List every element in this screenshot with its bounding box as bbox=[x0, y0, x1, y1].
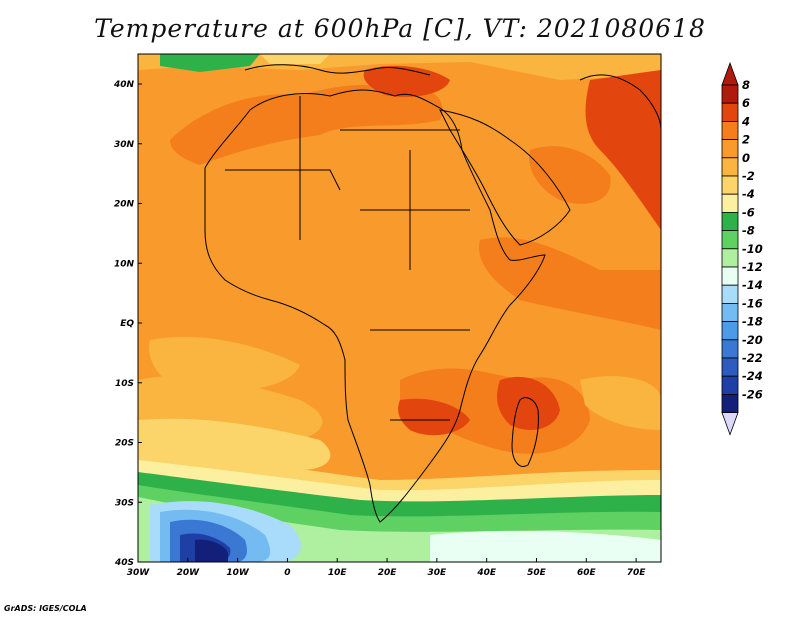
field-indian-hot bbox=[479, 237, 661, 330]
colorbar-swatch bbox=[721, 193, 739, 213]
y-tick-label: 40S bbox=[114, 558, 134, 568]
field-sw-extreme bbox=[195, 539, 228, 562]
colorbar-label: 2 bbox=[742, 133, 750, 147]
x-tick-label: 20W bbox=[177, 568, 201, 578]
field-asia-hot bbox=[585, 70, 661, 230]
colorbar-label: 4 bbox=[741, 114, 750, 128]
asia-coast bbox=[579, 74, 662, 131]
field-north-cool bbox=[160, 54, 260, 72]
colorbar-swatch bbox=[721, 121, 739, 141]
y-tick-label: 30S bbox=[115, 498, 134, 508]
colorbar-label: -22 bbox=[742, 351, 763, 365]
x-tick-label: 40E bbox=[476, 568, 497, 578]
coastlines bbox=[204, 64, 662, 523]
colorbar-label: -4 bbox=[742, 187, 755, 201]
field-mozambique-hot bbox=[398, 398, 470, 436]
y-tick-label: 20N bbox=[114, 200, 135, 210]
colorbar-label: -10 bbox=[742, 242, 763, 256]
x-tick-label: 30W bbox=[127, 568, 151, 578]
temperature-field bbox=[138, 54, 661, 562]
colorbar-label: -14 bbox=[742, 278, 763, 292]
colorbar-label: 0 bbox=[742, 151, 750, 165]
colorbar-swatch bbox=[721, 157, 739, 177]
field-arabia-hot bbox=[529, 146, 611, 204]
colorbar-swatch bbox=[721, 321, 739, 341]
y-tick-label: 10N bbox=[114, 259, 135, 269]
field-madagascar-hot bbox=[497, 376, 560, 430]
field-se-cold bbox=[430, 530, 661, 562]
field-med-hot bbox=[363, 65, 450, 97]
y-tick-label: EQ bbox=[120, 319, 134, 329]
colorbar-swatch bbox=[721, 175, 739, 195]
colorbar-top-arrow bbox=[721, 61, 739, 86]
x-axis: 30W 20W 10W 0 10E 20E 30E 40E 50E 60E 70E bbox=[127, 558, 647, 578]
colorbar-label: -2 bbox=[742, 169, 755, 183]
europe-coast bbox=[244, 64, 431, 76]
colorbar-label: -12 bbox=[742, 260, 763, 274]
madagascar-coast bbox=[511, 397, 539, 467]
colorbar-swatch bbox=[721, 211, 739, 231]
colorbar-swatch bbox=[721, 230, 739, 250]
country-borders bbox=[225, 96, 470, 421]
arabia-coast bbox=[439, 109, 571, 246]
colorbar-swatch bbox=[721, 375, 739, 395]
colorbar-label: -16 bbox=[742, 296, 763, 310]
colorbar-label: -18 bbox=[742, 315, 763, 329]
colorbar-label: -26 bbox=[742, 387, 763, 401]
colorbar-swatch bbox=[721, 248, 739, 268]
colorbar-label: -8 bbox=[742, 224, 755, 238]
map-title: Temperature at 600hPa [C], VT: 202108061… bbox=[94, 14, 706, 43]
colorbar-swatch bbox=[721, 339, 739, 359]
colorbar-label: -24 bbox=[742, 369, 763, 383]
colorbar-swatch bbox=[721, 284, 739, 304]
y-tick-label: 20S bbox=[115, 439, 134, 449]
x-tick-label: 10E bbox=[328, 568, 348, 578]
y-tick-label: 30N bbox=[114, 140, 135, 150]
y-tick-label: 40N bbox=[113, 80, 135, 90]
field-sahara-hot bbox=[170, 84, 443, 165]
x-tick-label: 60E bbox=[577, 568, 597, 578]
colorbar-swatch bbox=[721, 266, 739, 286]
x-tick-label: 70E bbox=[627, 568, 647, 578]
colorbar-swatch bbox=[721, 139, 739, 159]
colorbar-swatch bbox=[721, 102, 739, 122]
colorbar-swatch bbox=[721, 84, 739, 104]
colorbar: 8 6 4 2 0 -2 -4 -6 -8 -10 -12 -14 -16 -18 -20 -22 -24 -26 bbox=[721, 61, 763, 436]
africa-coast bbox=[204, 89, 546, 523]
colorbar-label: -20 bbox=[742, 333, 763, 347]
colorbar-swatch bbox=[721, 393, 739, 413]
field-atlantic-coolest bbox=[138, 418, 331, 470]
colorbar-swatch bbox=[721, 302, 739, 322]
colorbar-bottom-arrow bbox=[721, 412, 739, 436]
map-frame bbox=[137, 53, 662, 563]
colorbar-label: 6 bbox=[742, 96, 750, 110]
colorbar-swatch bbox=[721, 357, 739, 377]
field-north-cool2 bbox=[260, 54, 330, 64]
y-axis: 40N 30N 20N 10N EQ 10S 20S 30S 40S bbox=[113, 80, 142, 568]
colorbar-label: -6 bbox=[742, 205, 755, 219]
x-tick-label: 50E bbox=[527, 568, 547, 578]
x-tick-label: 30E bbox=[428, 568, 448, 578]
credit-text: GrADS: IGES/COLA bbox=[4, 604, 87, 613]
x-tick-label: 20E bbox=[378, 568, 398, 578]
y-tick-label: 10S bbox=[115, 379, 134, 389]
colorbar-label: 8 bbox=[742, 78, 750, 92]
x-tick-label: 0 bbox=[284, 568, 290, 578]
field-indian-south-warm bbox=[580, 376, 661, 430]
x-tick-label: 10W bbox=[226, 568, 250, 578]
